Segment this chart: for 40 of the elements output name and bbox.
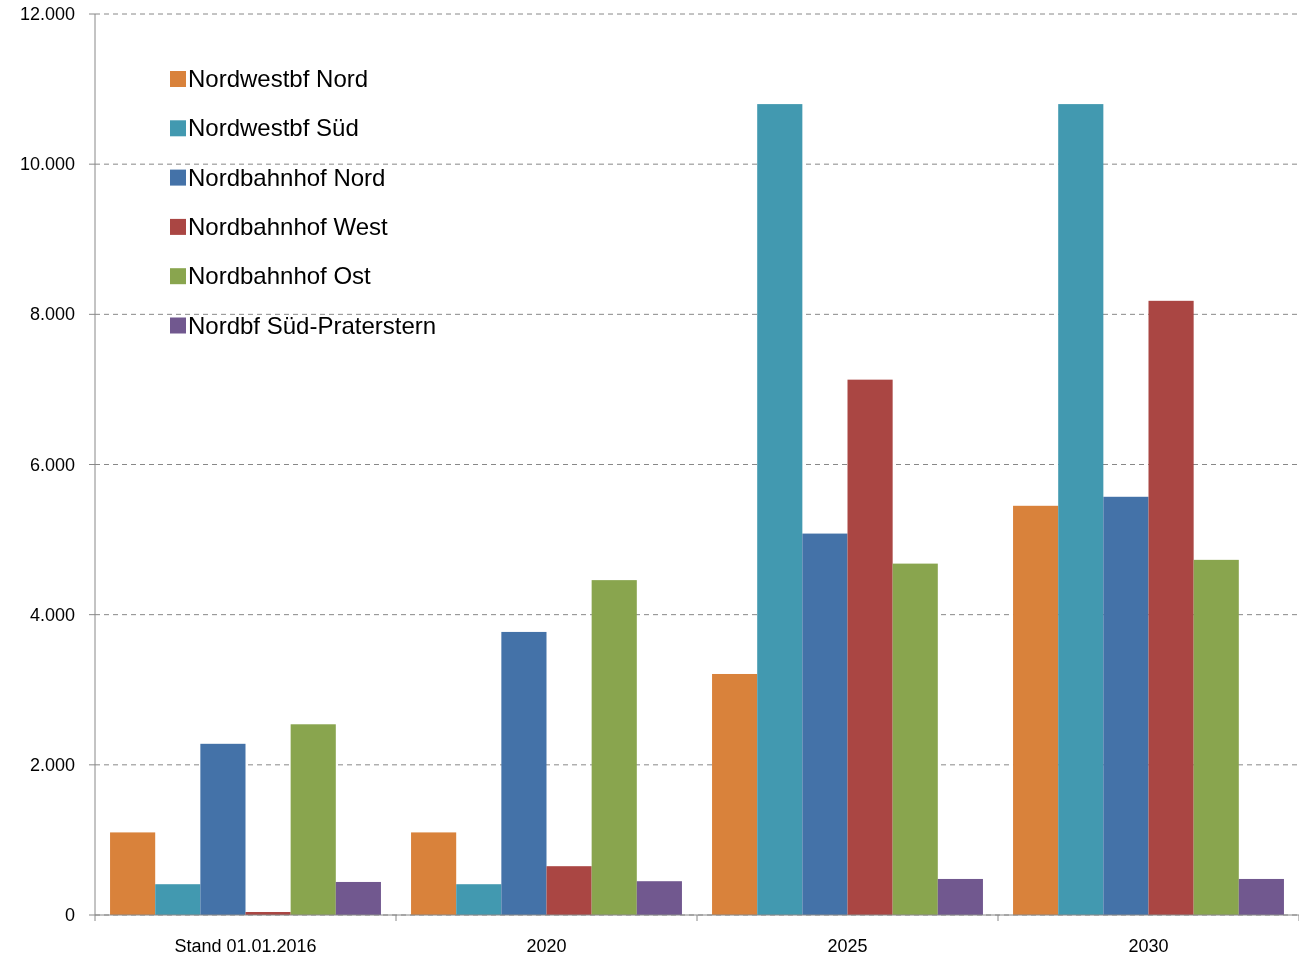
- y-tick-label: 0: [64, 905, 75, 925]
- y-tick-label: 2.000: [29, 754, 75, 775]
- legend-label: Nordbahnhof Ost: [188, 262, 372, 290]
- y-tick-label: 12.000: [19, 4, 75, 24]
- bar: [591, 580, 637, 915]
- x-tick-label: Stand 01.01.2016: [174, 936, 317, 956]
- bar: [1058, 104, 1104, 915]
- y-tick-label: 10.000: [19, 154, 75, 175]
- x-tick-label: 2030: [1128, 936, 1169, 956]
- bar: [1103, 496, 1149, 915]
- bar: [802, 533, 848, 915]
- legend-label: Nordbf Süd-Praterstern: [188, 311, 437, 339]
- x-tick-label: 2025: [827, 936, 868, 956]
- bar: [712, 673, 758, 915]
- bar: [1193, 559, 1239, 915]
- x-tick-label: 2020: [526, 936, 567, 956]
- bar: [937, 878, 983, 915]
- legend-label: Nordbahnhof West: [188, 212, 389, 240]
- legend-label: Nordwestbf Nord: [188, 65, 369, 92]
- legend-label: Nordwestbf Süd: [188, 114, 359, 142]
- bar: [110, 832, 156, 915]
- y-tick-label: 6.000: [29, 454, 75, 475]
- bar: [1013, 505, 1059, 915]
- bar: [546, 866, 592, 915]
- y-tick-label: 8.000: [29, 304, 75, 325]
- bar: [892, 563, 938, 915]
- bar: [335, 881, 381, 915]
- bar: [757, 104, 803, 915]
- bar: [501, 631, 547, 915]
- bar: [155, 884, 201, 915]
- bar: [411, 832, 457, 915]
- y-tick-label: 4.000: [29, 604, 75, 625]
- bar: [200, 743, 246, 915]
- bar: [636, 881, 682, 915]
- legend-label: Nordbahnhof Nord: [188, 163, 386, 191]
- bar: [1238, 878, 1284, 915]
- bar: [847, 379, 893, 915]
- bar: [290, 724, 336, 915]
- bar: [456, 884, 502, 915]
- bar: [1148, 300, 1194, 915]
